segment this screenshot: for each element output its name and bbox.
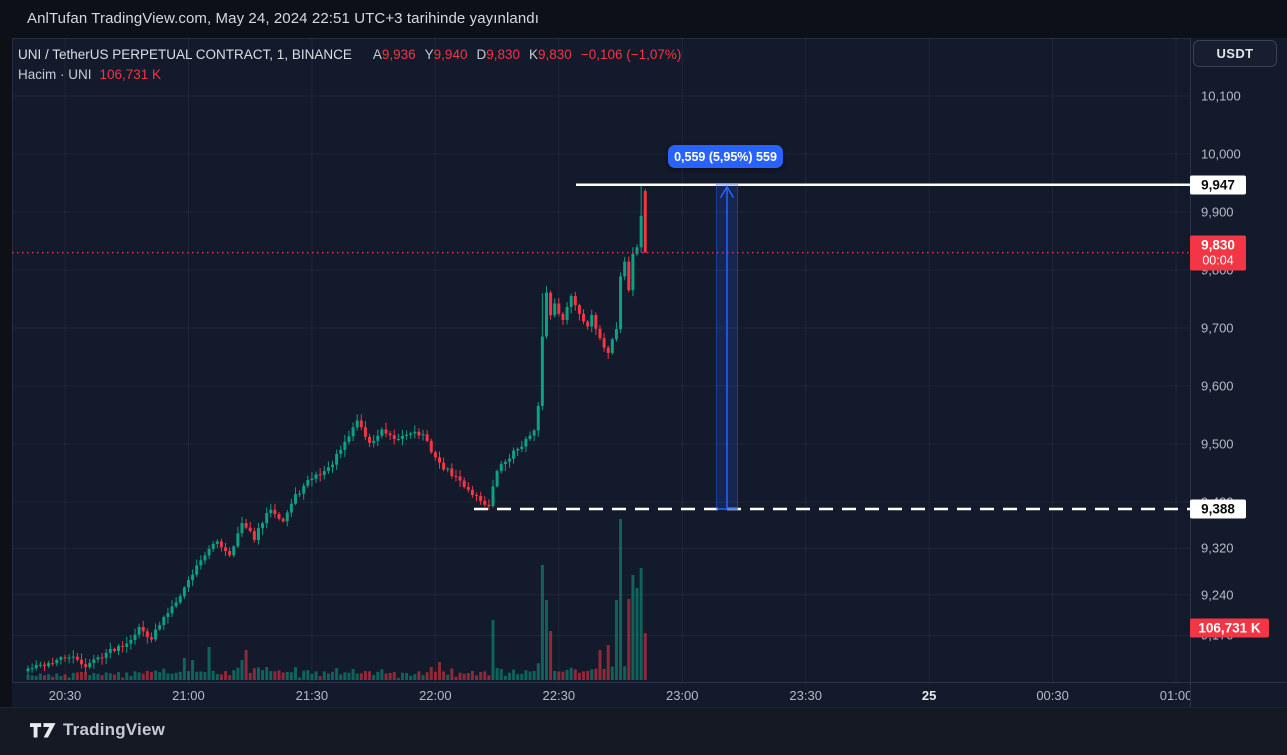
high-label: Y bbox=[424, 47, 434, 62]
volume-study-title[interactable]: Hacim · UNI bbox=[18, 67, 92, 82]
measure-tooltip[interactable]: 0,559 (5,95%) 559 bbox=[668, 145, 783, 168]
time-tick: 22:00 bbox=[419, 688, 452, 703]
grid bbox=[12, 38, 1190, 682]
publish-banner: AnlTufan TradingView.com, May 24, 2024 2… bbox=[0, 0, 1287, 38]
close-value: 9,830 bbox=[538, 47, 572, 62]
change-value: −0,106 (−1,07%) bbox=[580, 47, 682, 62]
time-tick: 23:00 bbox=[665, 688, 699, 703]
currency-toggle-button[interactable]: USDT bbox=[1193, 40, 1277, 67]
close-label: K bbox=[529, 47, 539, 62]
volume-series bbox=[26, 519, 647, 680]
price-tick: 10,100 bbox=[1201, 88, 1241, 104]
time-tick: 21:30 bbox=[295, 688, 329, 703]
ohlc-values: A9,936 Y9,940 D9,830 K9,830 bbox=[364, 47, 572, 62]
tradingview-brand-text: TradingView bbox=[63, 720, 166, 739]
symbol-title[interactable]: UNI / TetherUS PERPETUAL CONTRACT, 1, BI… bbox=[18, 47, 352, 62]
time-tick: 01:00 bbox=[1159, 688, 1190, 703]
low-price-badge: 9,388 bbox=[1190, 499, 1246, 519]
tradingview-logo-icon bbox=[30, 722, 56, 737]
price-tick: 9,240 bbox=[1201, 587, 1234, 603]
legend-main-row[interactable]: UNI / TetherUS PERPETUAL CONTRACT, 1, BI… bbox=[18, 45, 681, 65]
time-tick: 22:30 bbox=[542, 688, 576, 703]
candlestick-series bbox=[26, 184, 647, 676]
chart-canvas[interactable] bbox=[12, 38, 1190, 682]
time-tick: 00:30 bbox=[1036, 688, 1069, 703]
measure-arrow-up bbox=[719, 185, 735, 199]
time-axis[interactable]: 20:30 21:00 21:30 22:00 22:30 23:00 23:30 25 00:… bbox=[12, 682, 1190, 707]
symbol-legend: UNI / TetherUS PERPETUAL CONTRACT, 1, BI… bbox=[18, 45, 681, 85]
volume-badge: 106,731 K bbox=[1190, 618, 1269, 638]
time-tick: 21:00 bbox=[172, 688, 205, 703]
price-tick: 9,700 bbox=[1201, 320, 1234, 336]
high-price-badge: 9,947 bbox=[1190, 175, 1246, 195]
price-tick: 9,500 bbox=[1201, 436, 1234, 452]
bar-countdown: 00:04 bbox=[1202, 253, 1234, 268]
open-value: 9,936 bbox=[381, 47, 416, 62]
axis-corner bbox=[1190, 682, 1287, 707]
open-label: A bbox=[372, 47, 382, 62]
volume-study-value: 106,731 K bbox=[99, 67, 162, 82]
banner-text: AnlTufan TradingView.com, May 24, 2024 2… bbox=[27, 10, 539, 27]
low-label: D bbox=[476, 47, 487, 62]
measure-tool[interactable] bbox=[716, 184, 738, 510]
last-price-value: 9,830 bbox=[1201, 237, 1235, 253]
price-tick: 9,320 bbox=[1201, 540, 1234, 556]
price-tick: 9,900 bbox=[1201, 204, 1234, 220]
time-tick: 20:30 bbox=[48, 688, 82, 703]
footer-bar: TradingView bbox=[0, 707, 1287, 755]
time-tick: 23:30 bbox=[789, 688, 822, 703]
drawing-lines[interactable] bbox=[12, 183, 1190, 511]
time-tick: 25 bbox=[921, 688, 937, 703]
last-price-badge: 9,830 00:04 bbox=[1190, 235, 1246, 271]
chart-pane[interactable] bbox=[12, 38, 1190, 682]
price-axis[interactable]: 9,1709,2409,3209,4009,5009,6009,7009,800… bbox=[1190, 38, 1287, 682]
legend-volume-row[interactable]: Hacim · UNI 106,731 K bbox=[18, 65, 681, 85]
high-value: 9,940 bbox=[433, 47, 468, 62]
price-tick: 9,600 bbox=[1201, 378, 1234, 394]
low-value: 9,830 bbox=[486, 47, 521, 62]
price-tick: 10,000 bbox=[1201, 146, 1241, 162]
tradingview-logo[interactable]: TradingView bbox=[30, 720, 165, 740]
